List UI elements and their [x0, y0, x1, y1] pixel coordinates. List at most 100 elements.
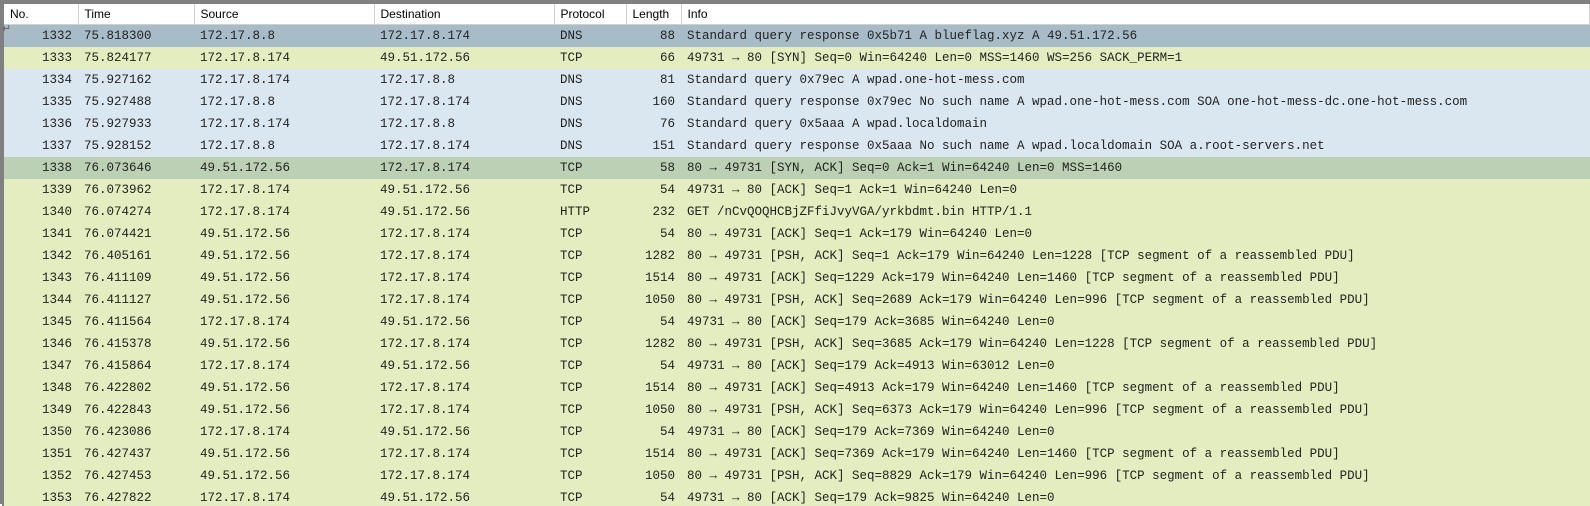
cell-dst: 172.17.8.8 — [374, 69, 554, 91]
cell-time: 76.427822 — [78, 487, 194, 506]
cell-no: 1332 — [4, 24, 78, 47]
cell-info: 49731 → 80 [ACK] Seq=179 Ack=9825 Win=64… — [681, 487, 1590, 506]
cell-time: 75.928152 — [78, 135, 194, 157]
cell-dst: 172.17.8.174 — [374, 135, 554, 157]
cell-info: 80 → 49731 [ACK] Seq=1229 Ack=179 Win=64… — [681, 267, 1590, 289]
cell-info: 80 → 49731 [ACK] Seq=1 Ack=179 Win=64240… — [681, 223, 1590, 245]
cell-proto: TCP — [554, 443, 626, 465]
column-header-time[interactable]: Time — [78, 4, 194, 24]
packet-row[interactable]: 134876.42280249.51.172.56172.17.8.174TCP… — [4, 377, 1590, 399]
cell-info: Standard query response 0x5aaa No such n… — [681, 135, 1590, 157]
cell-no: 1352 — [4, 465, 78, 487]
cell-no: 1341 — [4, 223, 78, 245]
packet-row[interactable]: 135376.427822172.17.8.17449.51.172.56TCP… — [4, 487, 1590, 506]
cell-time: 75.927488 — [78, 91, 194, 113]
cell-no: 1346 — [4, 333, 78, 355]
cell-info: 80 → 49731 [ACK] Seq=4913 Ack=179 Win=64… — [681, 377, 1590, 399]
cell-time: 76.405161 — [78, 245, 194, 267]
cell-src: 172.17.8.174 — [194, 69, 374, 91]
cell-src: 49.51.172.56 — [194, 157, 374, 179]
cell-no: 1334 — [4, 69, 78, 91]
packet-row[interactable]: 134676.41537849.51.172.56172.17.8.174TCP… — [4, 333, 1590, 355]
cell-info: 80 → 49731 [ACK] Seq=7369 Ack=179 Win=64… — [681, 443, 1590, 465]
cell-src: 49.51.172.56 — [194, 223, 374, 245]
cell-proto: TCP — [554, 377, 626, 399]
cell-info: 80 → 49731 [PSH, ACK] Seq=1 Ack=179 Win=… — [681, 245, 1590, 267]
cell-len: 54 — [626, 487, 681, 506]
column-header-info[interactable]: Info — [681, 4, 1590, 24]
cell-dst: 172.17.8.174 — [374, 223, 554, 245]
cell-info: 80 → 49731 [PSH, ACK] Seq=3685 Ack=179 W… — [681, 333, 1590, 355]
cell-no: 1347 — [4, 355, 78, 377]
cell-src: 172.17.8.174 — [194, 487, 374, 506]
cell-dst: 49.51.172.56 — [374, 421, 554, 443]
packet-row[interactable]: 134076.074274172.17.8.17449.51.172.56HTT… — [4, 201, 1590, 223]
cell-len: 54 — [626, 421, 681, 443]
cell-dst: 49.51.172.56 — [374, 487, 554, 506]
cell-len: 54 — [626, 179, 681, 201]
packet-row[interactable]: 133775.928152172.17.8.8172.17.8.174DNS15… — [4, 135, 1590, 157]
packet-row[interactable]: 133375.824177172.17.8.17449.51.172.56TCP… — [4, 47, 1590, 69]
cell-time: 75.818300 — [78, 24, 194, 47]
column-header-src[interactable]: Source — [194, 4, 374, 24]
cell-src: 49.51.172.56 — [194, 289, 374, 311]
cell-dst: 172.17.8.8 — [374, 113, 554, 135]
cell-len: 160 — [626, 91, 681, 113]
packet-row[interactable]: 134376.41110949.51.172.56172.17.8.174TCP… — [4, 267, 1590, 289]
packet-row[interactable]: 134776.415864172.17.8.17449.51.172.56TCP… — [4, 355, 1590, 377]
column-header-proto[interactable]: Protocol — [554, 4, 626, 24]
cell-time: 75.927162 — [78, 69, 194, 91]
packet-row[interactable]: 135176.42743749.51.172.56172.17.8.174TCP… — [4, 443, 1590, 465]
cell-time: 76.422843 — [78, 399, 194, 421]
cell-no: 1353 — [4, 487, 78, 506]
packet-row[interactable]: 133675.927933172.17.8.174172.17.8.8DNS76… — [4, 113, 1590, 135]
column-header-no[interactable]: No. — [4, 4, 78, 24]
cell-src: 172.17.8.8 — [194, 24, 374, 47]
column-header-len[interactable]: Length — [626, 4, 681, 24]
cell-dst: 172.17.8.174 — [374, 24, 554, 47]
cell-src: 49.51.172.56 — [194, 443, 374, 465]
packet-row[interactable]: 135076.423086172.17.8.17449.51.172.56TCP… — [4, 421, 1590, 443]
cell-dst: 49.51.172.56 — [374, 201, 554, 223]
cell-no: 1337 — [4, 135, 78, 157]
cell-len: 1282 — [626, 333, 681, 355]
cell-src: 172.17.8.174 — [194, 179, 374, 201]
cell-time: 76.427437 — [78, 443, 194, 465]
cell-info: 49731 → 80 [ACK] Seq=179 Ack=3685 Win=64… — [681, 311, 1590, 333]
cell-info: 49731 → 80 [ACK] Seq=179 Ack=7369 Win=64… — [681, 421, 1590, 443]
cell-proto: TCP — [554, 289, 626, 311]
cell-info: Standard query response 0x5b71 A bluefla… — [681, 24, 1590, 47]
packet-row[interactable]: 133575.927488172.17.8.8172.17.8.174DNS16… — [4, 91, 1590, 113]
cell-no: 1333 — [4, 47, 78, 69]
packet-row[interactable]: 135276.42745349.51.172.56172.17.8.174TCP… — [4, 465, 1590, 487]
cell-time: 76.415864 — [78, 355, 194, 377]
cell-proto: DNS — [554, 91, 626, 113]
cell-len: 54 — [626, 311, 681, 333]
cell-info: 80 → 49731 [PSH, ACK] Seq=2689 Ack=179 W… — [681, 289, 1590, 311]
packet-row[interactable]: 133275.818300172.17.8.8172.17.8.174DNS88… — [4, 24, 1590, 47]
table-body[interactable]: 133275.818300172.17.8.8172.17.8.174DNS88… — [4, 24, 1590, 506]
cell-dst: 172.17.8.174 — [374, 333, 554, 355]
cell-proto: TCP — [554, 421, 626, 443]
cell-time: 76.411127 — [78, 289, 194, 311]
cell-proto: TCP — [554, 245, 626, 267]
cell-dst: 49.51.172.56 — [374, 311, 554, 333]
cell-time: 76.415378 — [78, 333, 194, 355]
packet-row[interactable]: 133876.07364649.51.172.56172.17.8.174TCP… — [4, 157, 1590, 179]
packet-list-table[interactable]: No.TimeSourceDestinationProtocolLengthIn… — [4, 4, 1590, 506]
cell-proto: DNS — [554, 135, 626, 157]
cell-len: 66 — [626, 47, 681, 69]
packet-row[interactable]: 134476.41112749.51.172.56172.17.8.174TCP… — [4, 289, 1590, 311]
cell-no: 1348 — [4, 377, 78, 399]
cell-info: Standard query 0x5aaa A wpad.localdomain — [681, 113, 1590, 135]
packet-row[interactable]: 133976.073962172.17.8.17449.51.172.56TCP… — [4, 179, 1590, 201]
packet-row[interactable]: 134176.07442149.51.172.56172.17.8.174TCP… — [4, 223, 1590, 245]
cell-len: 1514 — [626, 267, 681, 289]
cell-proto: TCP — [554, 179, 626, 201]
packet-row[interactable]: 134576.411564172.17.8.17449.51.172.56TCP… — [4, 311, 1590, 333]
packet-row[interactable]: 134276.40516149.51.172.56172.17.8.174TCP… — [4, 245, 1590, 267]
column-header-dst[interactable]: Destination — [374, 4, 554, 24]
packet-row[interactable]: 134976.42284349.51.172.56172.17.8.174TCP… — [4, 399, 1590, 421]
packet-row[interactable]: 133475.927162172.17.8.174172.17.8.8DNS81… — [4, 69, 1590, 91]
cell-len: 54 — [626, 355, 681, 377]
